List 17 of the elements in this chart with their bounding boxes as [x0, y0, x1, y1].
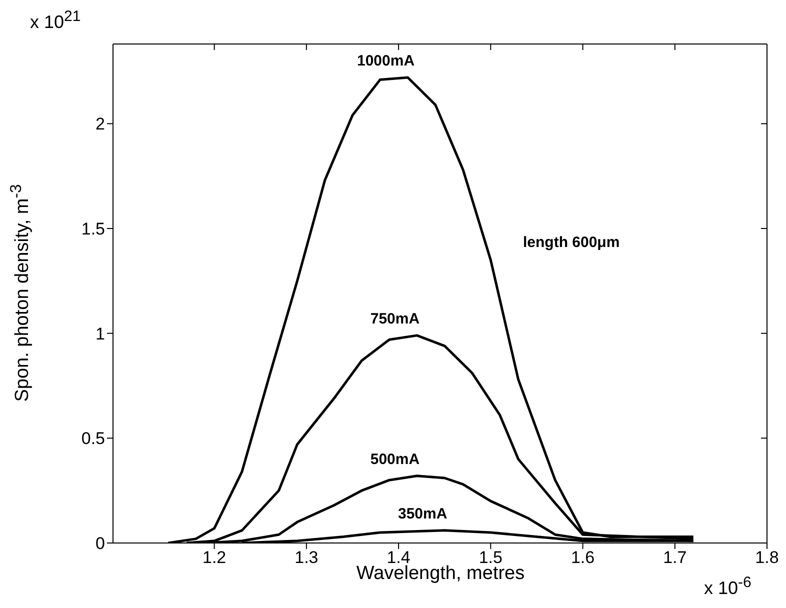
text: x 10$^{21}$: [30, 8, 81, 33]
y-tick-label: 1: [96, 324, 105, 344]
y-tick-label: 2: [96, 114, 105, 134]
y-tick-label: 0.5: [81, 429, 105, 448]
x-tick-label: 1.2: [202, 548, 226, 568]
series-label: 350mA: [398, 505, 448, 522]
series-label: 500mA: [370, 450, 420, 468]
x-tick-label: 1.7: [663, 548, 687, 568]
x-tick-label: 1.3: [294, 548, 318, 568]
series-label: 750mA: [370, 310, 420, 328]
annotation: length 600μm: [523, 234, 620, 251]
legend-label: 1000mA: [356, 52, 415, 70]
y-tick-label: 0: [96, 534, 105, 554]
text: x 10$^{-6}$: [704, 574, 752, 599]
x-tick-label: 1.6: [570, 548, 595, 568]
y-tick-label: 1.5: [81, 220, 105, 239]
x-tick-label: 1.8: [755, 548, 779, 568]
